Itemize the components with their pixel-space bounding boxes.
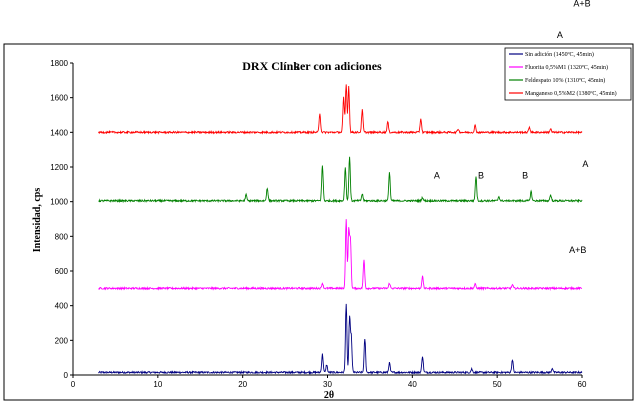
series-line xyxy=(98,84,583,135)
y-tick-label: 400 xyxy=(55,302,69,311)
y-tick-label: 1200 xyxy=(50,163,68,172)
x-tick-label: 10 xyxy=(153,380,162,389)
peak-annotation: A+B xyxy=(573,0,590,9)
x-tick-label: 20 xyxy=(238,380,247,389)
annotations-layer: A+B A B A A B B A+B xyxy=(294,0,591,255)
chart-title: DRX Clínker con adiciones xyxy=(242,59,382,73)
peak-annotation: B xyxy=(478,170,484,180)
peak-annotation: A+B xyxy=(569,245,586,255)
x-tick-label: 30 xyxy=(323,380,332,389)
y-axis-label: Intensidad, cps xyxy=(32,188,43,253)
y-tick-label: 1000 xyxy=(50,198,68,207)
y-tick-label: 800 xyxy=(55,232,69,241)
chart-border xyxy=(3,43,634,401)
x-tick-label: 40 xyxy=(408,380,417,389)
series-line xyxy=(98,156,583,204)
peak-annotation: A xyxy=(582,159,588,169)
y-tick-label: 200 xyxy=(55,336,69,345)
peak-annotation: B xyxy=(522,170,528,180)
legend-entry-label: Fluorita 0,5%M1 (1320ºC, 45min) xyxy=(525,64,608,71)
legend: Sin adición (1450ºC, 45min) Fluorita 0,5%… xyxy=(504,47,632,101)
y-tick-label: 1800 xyxy=(50,59,68,68)
legend-entry-label: Manganeso 0,5%M2 (1380ºC, 45min) xyxy=(525,90,617,97)
legend-entry-label: Feldespato 10% (1310ºC, 45min) xyxy=(525,77,605,84)
ticks-layer: 0 200 400 600 800 1000 1200 1400 1600 1800 0 10 20 30… xyxy=(50,59,587,389)
x-axis-label: 2θ xyxy=(324,390,334,401)
y-tick-label: 600 xyxy=(55,267,69,276)
peak-annotation: A xyxy=(434,170,440,180)
y-tick-label: 1600 xyxy=(50,94,68,103)
legend-box xyxy=(504,47,632,101)
x-tick-label: 0 xyxy=(71,380,76,389)
y-tick-label: 1400 xyxy=(50,128,68,137)
series-line xyxy=(98,219,583,291)
y-tick-label: 0 xyxy=(64,371,69,380)
peak-annotation: A xyxy=(557,30,563,40)
legend-entry-label: Sin adición (1450ºC, 45min) xyxy=(525,51,594,58)
peak-annotation: B xyxy=(294,62,300,72)
series-layer xyxy=(98,84,583,375)
series-line xyxy=(98,303,583,375)
x-tick-label: 50 xyxy=(493,380,502,389)
x-tick-label: 60 xyxy=(578,380,587,389)
